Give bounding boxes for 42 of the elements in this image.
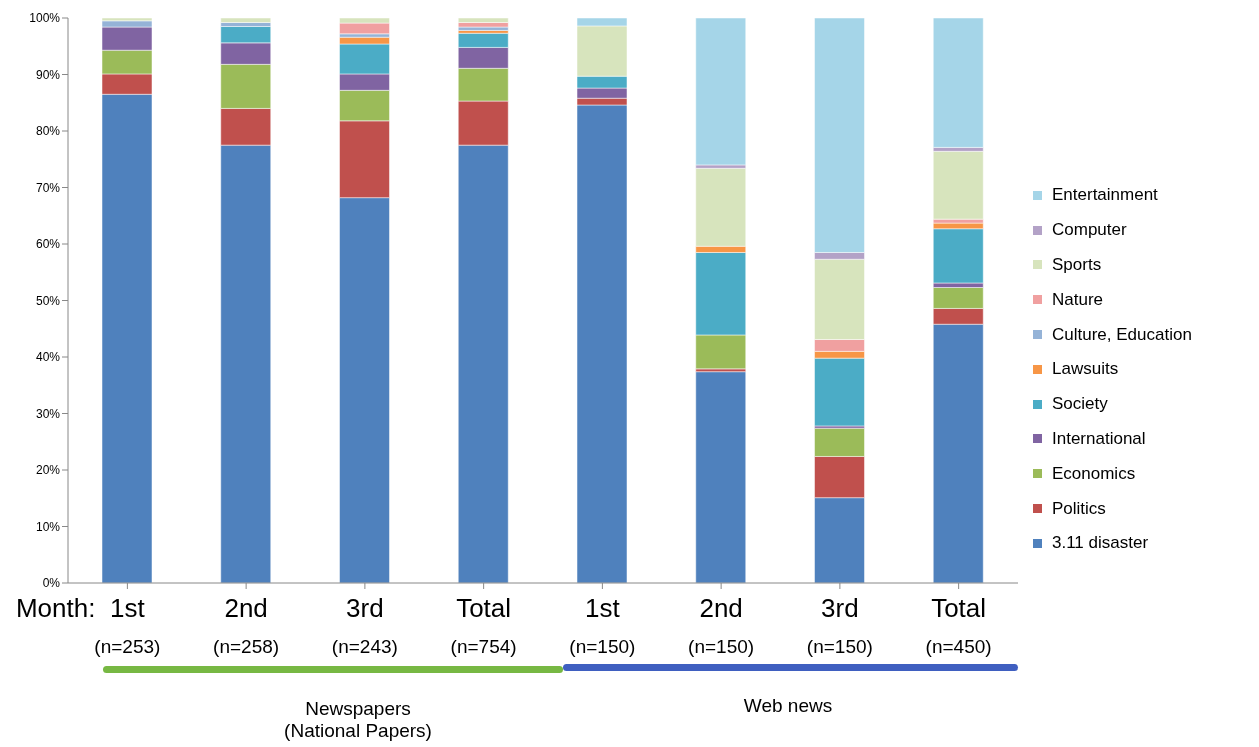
- y-tick-label: 10%: [35, 519, 61, 534]
- legend-label: Society: [1052, 394, 1108, 415]
- bar: [339, 22, 390, 35]
- text: Newspapers: [304, 698, 412, 720]
- bar: [220, 18, 271, 23]
- x-tick-label: 1st (n=253): [94, 593, 161, 657]
- bar: [695, 18, 746, 166]
- x-tick-label: 2nd (n=150): [688, 593, 755, 657]
- text: (National Papers): [283, 720, 433, 742]
- legend-label: Politics: [1052, 498, 1106, 519]
- legend-label: 3.11 disaster: [1052, 533, 1149, 554]
- legend-label: International: [1052, 428, 1146, 449]
- y-tick-label: 40%: [35, 350, 61, 365]
- text: Web news: [742, 695, 834, 717]
- legend-label: Nature: [1052, 289, 1104, 310]
- x-tick-label: 2nd (n=258): [213, 593, 280, 657]
- y-tick-label: 80%: [35, 124, 61, 139]
- x-tick-label: 3rd (n=243): [331, 593, 398, 657]
- x-tick-label: 1st (n=150): [569, 593, 636, 657]
- legend-label: Culture, Education: [1052, 324, 1192, 345]
- x-tick-label: 3rd (n=150): [806, 593, 873, 657]
- legend-label: Lawsuits: [1052, 359, 1119, 380]
- bar: [933, 151, 984, 220]
- y-tick-label: 50%: [35, 293, 61, 308]
- x-tick-label: Total (n=754): [450, 593, 517, 657]
- y-tick-label: 0%: [42, 576, 61, 591]
- legend-label: Entertainment: [1052, 185, 1158, 206]
- legend-label: Economics: [1052, 463, 1136, 484]
- y-tick-label: 60%: [35, 237, 61, 252]
- legend-label: Sports: [1052, 254, 1102, 275]
- y-tick-label: 70%: [35, 180, 61, 195]
- y-tick-label: 100%: [29, 11, 61, 26]
- x-tick-label: Total (n=450): [925, 593, 992, 657]
- bar: [933, 18, 984, 148]
- bar: [458, 22, 509, 28]
- x-axis-title: Month:: [15, 593, 96, 623]
- legend-label: Computer: [1052, 220, 1127, 241]
- y-tick-label: 90%: [35, 67, 61, 82]
- bar: [695, 371, 746, 583]
- y-tick-label: 30%: [35, 406, 61, 421]
- y-tick-label: 20%: [35, 463, 61, 478]
- bar: [933, 228, 984, 284]
